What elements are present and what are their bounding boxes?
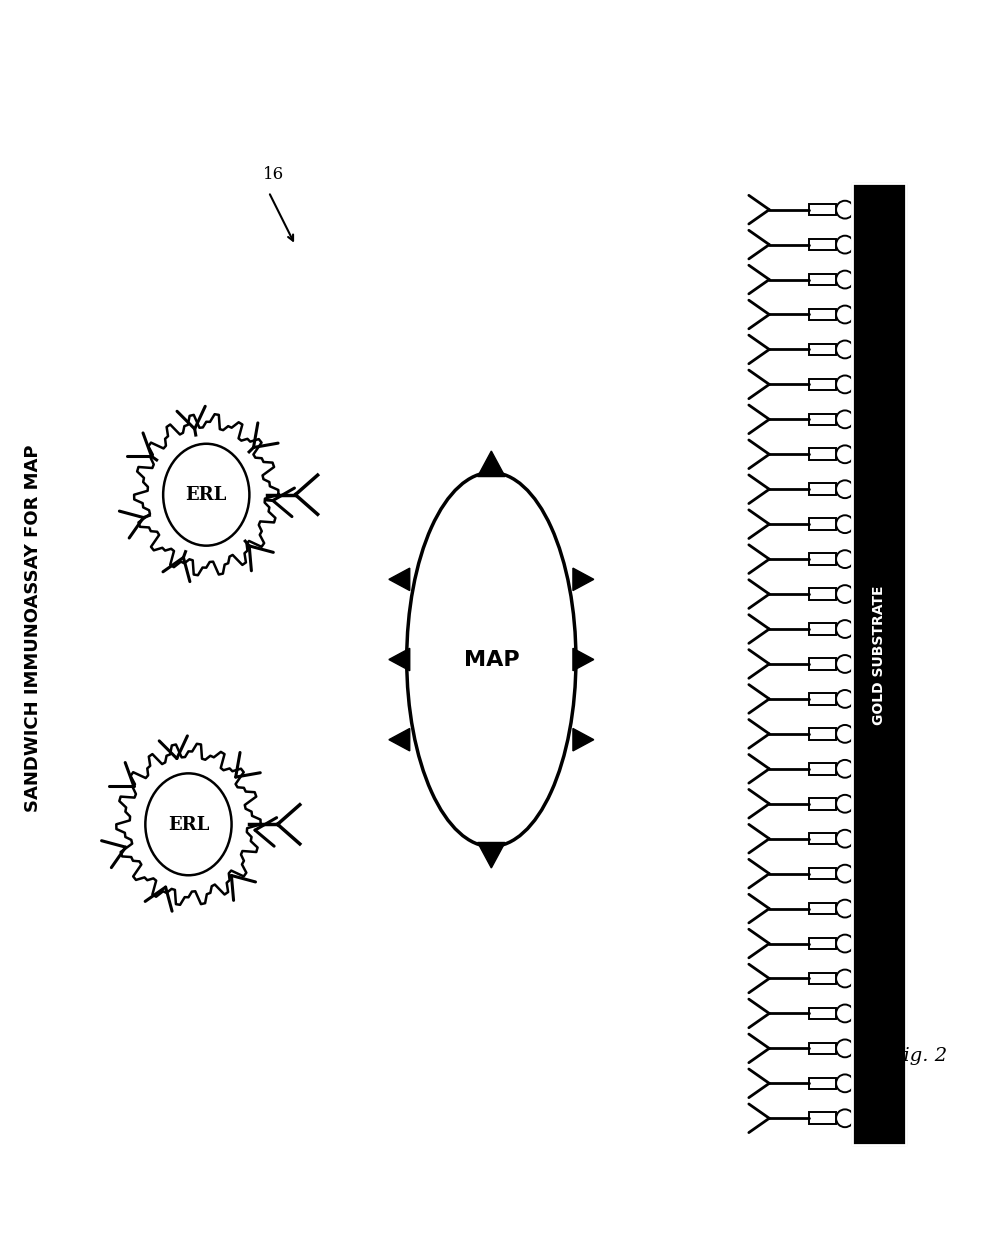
Circle shape	[836, 376, 853, 393]
Circle shape	[836, 1004, 853, 1022]
Circle shape	[836, 1075, 853, 1092]
Bar	[809, 519, 836, 530]
Polygon shape	[573, 729, 593, 750]
Polygon shape	[389, 568, 409, 591]
Circle shape	[836, 655, 853, 672]
Circle shape	[836, 830, 853, 847]
Polygon shape	[389, 729, 409, 750]
Circle shape	[836, 725, 853, 743]
Bar	[809, 938, 836, 949]
Text: ERL: ERL	[168, 816, 209, 833]
Circle shape	[836, 690, 853, 708]
Circle shape	[836, 305, 853, 323]
Circle shape	[836, 411, 853, 429]
Bar	[809, 659, 836, 670]
Bar	[809, 1008, 836, 1019]
Ellipse shape	[407, 473, 575, 847]
Circle shape	[836, 620, 853, 639]
Bar	[809, 1112, 836, 1124]
Circle shape	[836, 201, 853, 219]
Bar	[809, 414, 836, 425]
Circle shape	[836, 969, 853, 988]
Bar	[851, 184, 905, 1145]
Bar	[809, 1077, 836, 1089]
Bar	[851, 184, 905, 1145]
Polygon shape	[477, 451, 505, 476]
Text: 16: 16	[262, 166, 284, 182]
Ellipse shape	[145, 773, 232, 875]
Bar	[809, 484, 836, 495]
Text: GOLD SUBSTRATE: GOLD SUBSTRATE	[871, 586, 885, 725]
Bar	[809, 869, 836, 880]
Circle shape	[836, 445, 853, 464]
Polygon shape	[477, 842, 505, 869]
Bar	[809, 239, 836, 250]
Circle shape	[836, 586, 853, 603]
Bar	[809, 694, 836, 705]
Bar	[809, 204, 836, 216]
Bar	[809, 833, 836, 845]
Bar	[809, 344, 836, 356]
Circle shape	[836, 341, 853, 358]
Circle shape	[836, 515, 853, 533]
Polygon shape	[116, 744, 260, 905]
Circle shape	[836, 551, 853, 568]
Bar	[809, 728, 836, 740]
Polygon shape	[134, 415, 278, 576]
Text: Fig. 2: Fig. 2	[890, 1047, 947, 1065]
Circle shape	[836, 900, 853, 918]
Ellipse shape	[163, 444, 249, 546]
Circle shape	[836, 1040, 853, 1057]
Circle shape	[836, 760, 853, 778]
Circle shape	[836, 236, 853, 254]
Bar	[809, 309, 836, 321]
Circle shape	[836, 480, 853, 498]
Bar	[809, 623, 836, 635]
Circle shape	[836, 272, 853, 289]
Bar	[809, 588, 836, 600]
Bar	[809, 903, 836, 915]
Polygon shape	[573, 649, 593, 671]
Bar	[809, 1042, 836, 1055]
Text: ERL: ERL	[186, 486, 227, 504]
Bar	[809, 274, 836, 285]
Circle shape	[836, 1110, 853, 1128]
Bar	[809, 973, 836, 984]
Circle shape	[836, 794, 853, 813]
Polygon shape	[389, 649, 409, 671]
Bar	[809, 449, 836, 460]
Bar	[809, 553, 836, 566]
Text: MAP: MAP	[464, 650, 518, 670]
Text: SANDWICH IMMUNOASSAY FOR MAP: SANDWICH IMMUNOASSAY FOR MAP	[24, 445, 41, 812]
Circle shape	[836, 935, 853, 953]
Bar	[809, 798, 836, 810]
Polygon shape	[573, 568, 593, 591]
Circle shape	[836, 865, 853, 882]
Bar	[809, 378, 836, 391]
Bar	[809, 763, 836, 774]
